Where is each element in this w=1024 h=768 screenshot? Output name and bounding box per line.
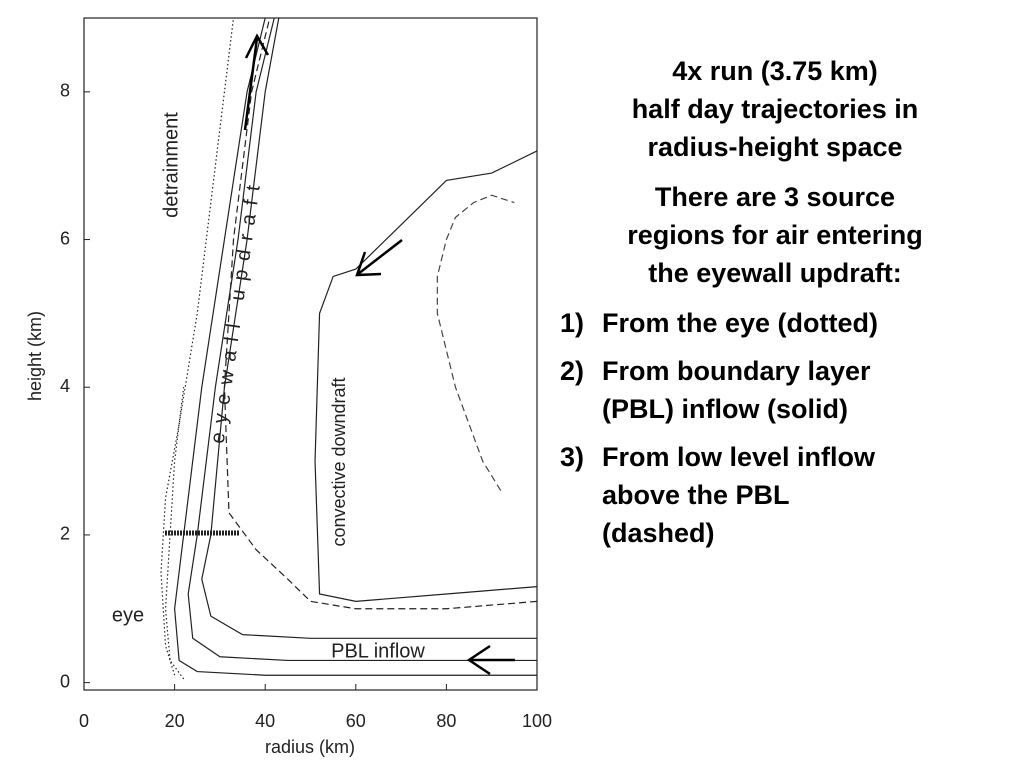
text-line: From boundary layer <box>602 356 871 386</box>
item-body: From low level inflow above the PBL (dashe… <box>602 438 875 552</box>
x-tick-label: 60 <box>346 711 366 731</box>
panel-intro: There are 3 source regions for air enteri… <box>560 178 990 292</box>
item-number: 1) <box>560 308 585 338</box>
x-axis-label: radius (km) <box>265 737 355 757</box>
y-axis-label: height (km) <box>25 311 45 401</box>
text-line: From low level inflow <box>602 442 876 472</box>
trajectory <box>201 18 537 639</box>
arrow <box>243 37 259 131</box>
text-line: regions for air entering <box>627 220 923 250</box>
plot-frame <box>83 17 538 691</box>
arrow-head <box>244 33 270 59</box>
x-tick-label: 0 <box>79 711 89 731</box>
text-line: the eyewall updraft: <box>648 258 902 288</box>
text-panel: 4x run (3.75 km) half day trajectories in… <box>560 52 990 562</box>
annotation: eyewall updraft <box>207 175 266 445</box>
trajectory <box>160 18 235 676</box>
y-tick-label: 8 <box>60 81 70 101</box>
panel-title: 4x run (3.75 km) half day trajectories in… <box>560 52 990 166</box>
trajectory <box>223 18 537 610</box>
y-tick-label: 4 <box>60 376 70 396</box>
y-tick-label: 0 <box>60 671 70 691</box>
text-line: half day trajectories in <box>631 94 919 124</box>
item-number: 3) <box>560 442 585 472</box>
item-body: From boundary layer (PBL) inflow (solid) <box>602 352 871 428</box>
text-line: radius-height space <box>647 132 903 162</box>
annotation: eye <box>112 604 144 626</box>
arrow <box>357 239 403 275</box>
annotation: convective downdraft <box>329 377 349 546</box>
annotation: PBL inflow <box>331 640 425 662</box>
trajectory <box>187 18 537 662</box>
text-line: above the PBL <box>602 480 790 510</box>
text-line: From the eye (dotted) <box>602 308 879 338</box>
text-line: (dashed) <box>602 518 715 548</box>
list-item: 2) From boundary layer (PBL) inflow (solid… <box>560 352 990 428</box>
trajectory <box>314 150 537 602</box>
text-line: 4x run (3.75 km) <box>672 56 878 86</box>
arrow-head <box>355 251 382 277</box>
y-tick-label: 6 <box>60 228 70 248</box>
list-item: 1) From the eye (dotted) <box>560 304 990 342</box>
x-tick-label: 80 <box>436 711 456 731</box>
item-number: 2) <box>560 356 585 386</box>
annotation: detrainment <box>160 112 182 218</box>
chart: detrainment eyewall updraft convective d… <box>25 17 552 757</box>
x-tick-label: 100 <box>522 711 552 731</box>
x-tick-label: 40 <box>255 711 275 731</box>
text-line: There are 3 source <box>654 182 896 212</box>
text-line: (PBL) inflow (solid) <box>602 394 848 424</box>
y-tick-label: 2 <box>60 524 70 544</box>
item-body: From the eye (dotted) <box>602 304 878 342</box>
x-tick-label: 20 <box>165 711 185 731</box>
trajectories <box>160 18 537 680</box>
list-item: 3) From low level inflow above the PBL (das… <box>560 438 990 552</box>
trajectory <box>436 194 515 491</box>
trajectory <box>173 18 537 676</box>
arrow-head <box>466 644 491 676</box>
